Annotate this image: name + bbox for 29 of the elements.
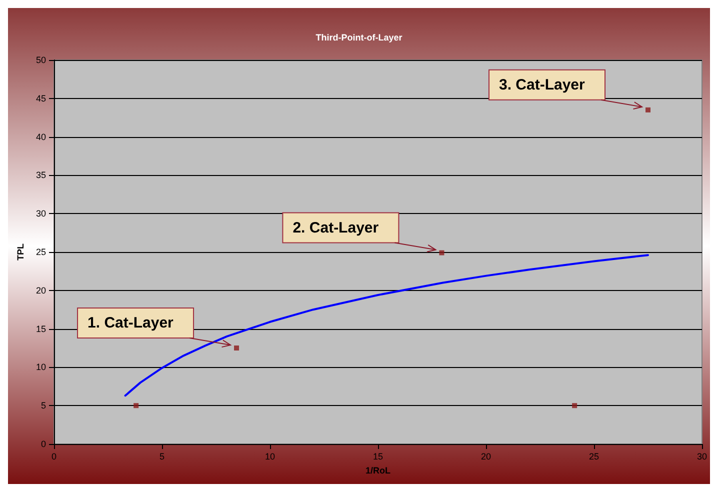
- y-tick-label: 30: [36, 208, 46, 219]
- y-tick-label: 5: [40, 400, 46, 411]
- x-tick-label: 30: [696, 452, 707, 462]
- y-tick-label: 20: [36, 285, 46, 296]
- y-tick-label: 50: [36, 55, 46, 65]
- y-tick-label: 35: [36, 170, 46, 180]
- y-tick-label: 15: [36, 324, 46, 334]
- x-tick-label: 0: [51, 452, 57, 462]
- x-tick-label: 20: [480, 452, 492, 462]
- x-tick-label: 10: [264, 452, 276, 462]
- point: [645, 107, 650, 112]
- point: [234, 346, 240, 350]
- y-tick-label: 45: [36, 93, 46, 104]
- x-axis-title: 1/RoL: [365, 466, 391, 476]
- point: [439, 250, 444, 256]
- point: [134, 403, 139, 408]
- y-tick-label: 25: [36, 247, 46, 257]
- chart-title: Third-Point-of-Layer: [316, 32, 403, 42]
- annotation: 3. Cat-Layer: [498, 76, 586, 94]
- annotation: 1. Cat-Layer: [88, 314, 174, 332]
- y-tick-label: 10: [36, 362, 46, 372]
- x-tick-label: 25: [588, 452, 600, 462]
- x-tick-label: 15: [372, 452, 384, 462]
- y-tick-label: 40: [36, 132, 46, 142]
- y-tick-label: 0: [40, 439, 46, 449]
- point: [572, 403, 578, 408]
- y-axis-title: TPL: [16, 243, 26, 260]
- x-tick-label: 5: [159, 452, 165, 462]
- annotation: 2. Cat-Layer: [292, 219, 379, 236]
